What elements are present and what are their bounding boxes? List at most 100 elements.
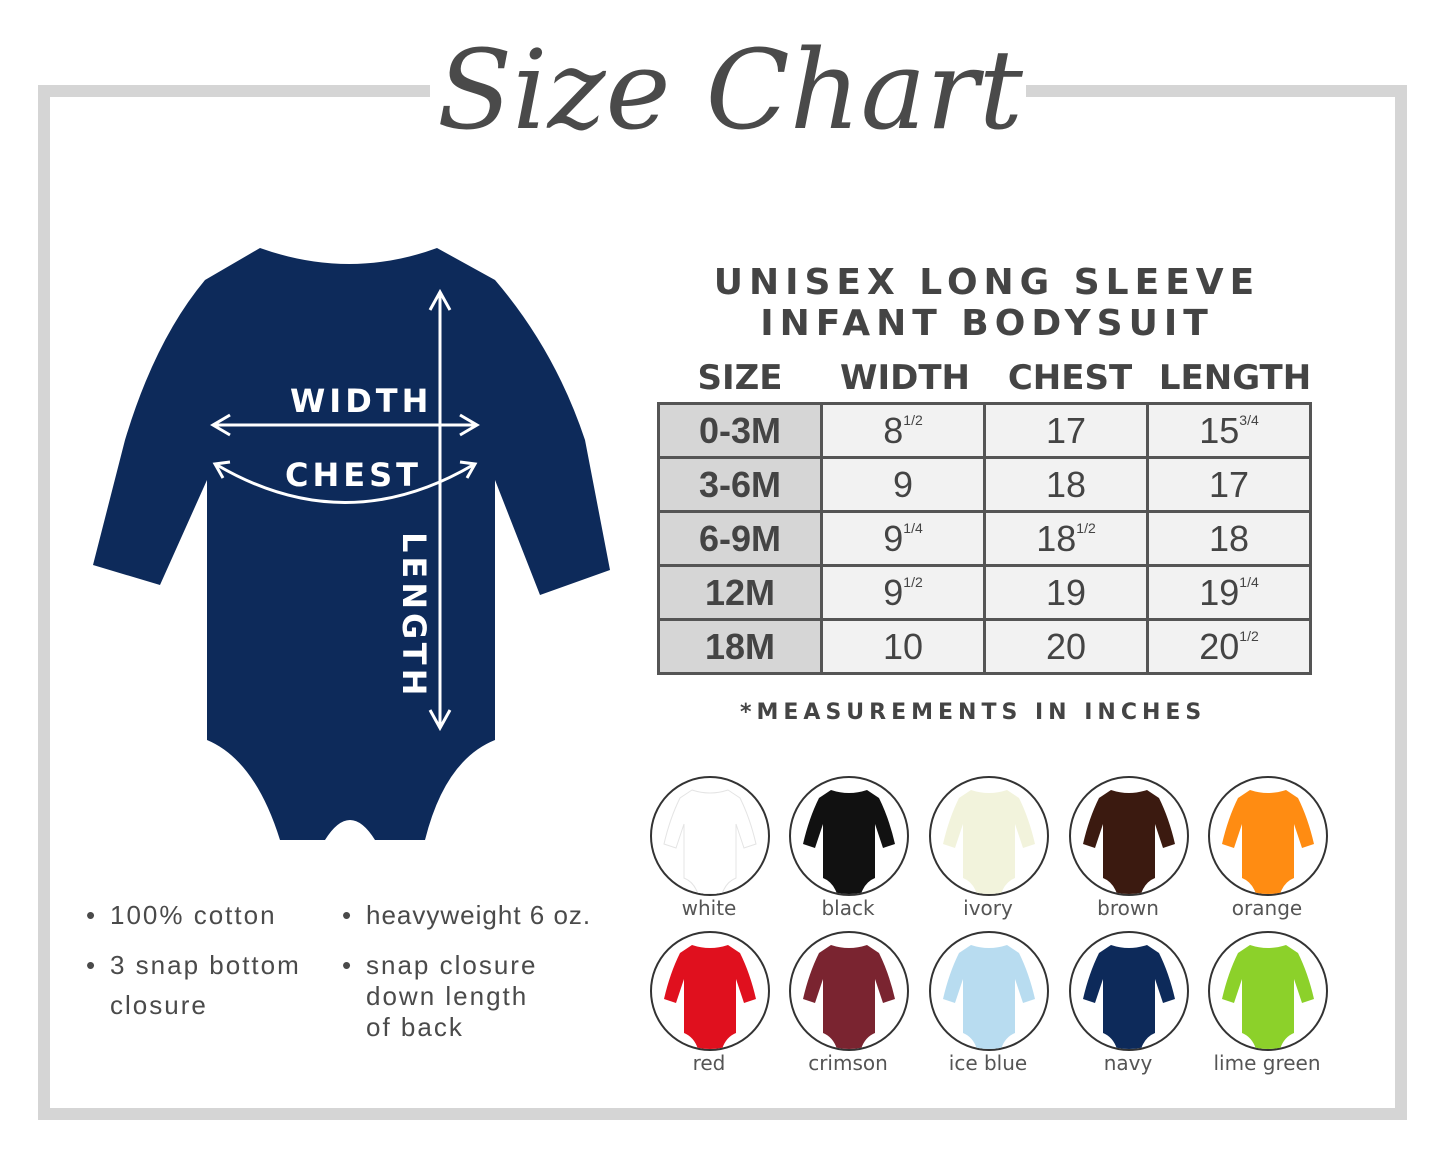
swatch-ice-blue[interactable] — [929, 931, 1049, 1051]
bodysuit-icon — [663, 789, 757, 894]
product-heading-line1: UNISEX LONG SLEEVE — [713, 262, 1261, 303]
length-whole: 15 — [1199, 409, 1240, 451]
length-whole: 20 — [1199, 625, 1240, 667]
size-cell: 12M — [657, 564, 823, 621]
swatch-label: navy — [1103, 1051, 1153, 1075]
length-fraction: 1/4 — [1239, 573, 1259, 590]
size-table: 0-3M 81/2 17 153/4 3-6M 9 18 17 6-9M 91/4 181/2 18 1… — [657, 402, 1312, 675]
width-fraction: 1/2 — [903, 573, 923, 590]
width-whole: 10 — [882, 625, 924, 667]
swatch-orange[interactable] — [1208, 776, 1328, 896]
width-arrowheads — [210, 413, 480, 437]
feature-snap-bottom: • 3 snap bottom closure — [86, 950, 301, 1021]
bullet-dot: • — [342, 900, 353, 930]
bullet-dot: • — [86, 900, 98, 930]
border-frame — [38, 85, 1407, 1120]
swatch-crimson[interactable] — [789, 931, 909, 1051]
swatch-label: ice blue — [948, 1051, 1028, 1075]
table-row: 6-9M 91/4 181/2 18 — [657, 510, 1312, 567]
length-cell: 191/4 — [1146, 564, 1312, 621]
size-cell: 0-3M — [657, 402, 823, 459]
feature-text: of back — [366, 1012, 464, 1042]
bodysuit-icon — [803, 790, 895, 894]
width-whole: 8 — [883, 409, 904, 451]
size-cell: 6-9M — [657, 510, 823, 567]
chest-arrow — [216, 463, 474, 504]
width-fraction: 1/4 — [903, 519, 923, 536]
swatch-ivory[interactable] — [929, 776, 1049, 896]
bodysuit-icon — [1083, 945, 1175, 1049]
table-row: 18M 10 20 201/2 — [657, 618, 1312, 675]
bodysuit-icon — [943, 945, 1035, 1049]
length-cell: 153/4 — [1146, 402, 1312, 459]
header-width: WIDTH — [839, 358, 971, 398]
bodysuit-shape — [93, 248, 610, 840]
chest-label: CHEST — [285, 456, 422, 494]
bodysuit-icon — [1222, 790, 1314, 894]
swatch-red[interactable] — [650, 931, 770, 1051]
length-whole: 19 — [1199, 571, 1240, 613]
table-row: 0-3M 81/2 17 153/4 — [657, 402, 1312, 459]
bullet-dot: • — [342, 950, 354, 980]
width-whole: 9 — [883, 517, 904, 559]
length-fraction: 1/2 — [1239, 627, 1259, 644]
length-arrowheads — [428, 288, 452, 732]
swatch-white[interactable] — [650, 776, 770, 896]
width-cell: 91/4 — [820, 510, 986, 567]
swatch-label: orange — [1231, 896, 1303, 920]
swatch-label: red — [692, 1051, 726, 1075]
bodysuit-icon — [1083, 790, 1175, 894]
width-fraction: 1/2 — [903, 411, 923, 428]
swatch-label: ivory — [963, 896, 1013, 920]
bullet-dot: • — [86, 950, 98, 980]
width-whole: 9 — [883, 571, 904, 613]
header-length: LENGTH — [1158, 358, 1312, 398]
width-cell: 9 — [820, 456, 986, 513]
length-cell: 18 — [1146, 510, 1312, 567]
chest-cell: 19 — [983, 564, 1149, 621]
chest-whole: 17 — [1045, 409, 1087, 451]
title-background — [430, 60, 1026, 120]
swatch-label: lime green — [1213, 1051, 1321, 1075]
feature-text: heavyweight 6 oz. — [366, 900, 592, 930]
feature-cotton: • 100% cotton — [86, 900, 277, 931]
feature-snap-back: • snap closure down length of back — [342, 950, 538, 1043]
chest-whole: 18 — [1045, 463, 1087, 505]
bodysuit-icon — [803, 945, 895, 1049]
bodysuit-diagram: WIDTH CHEST LENGTH — [93, 248, 610, 840]
swatch-black[interactable] — [789, 776, 909, 896]
table-row: 3-6M 9 18 17 — [657, 456, 1312, 513]
swatch-label: white — [681, 896, 737, 920]
length-cell: 201/2 — [1146, 618, 1312, 675]
chest-cell: 20 — [983, 618, 1149, 675]
bodysuit-icon — [664, 945, 756, 1049]
chest-whole: 20 — [1045, 625, 1087, 667]
feature-weight: • heavyweight 6 oz. — [342, 900, 592, 931]
bodysuit-icon — [943, 790, 1035, 894]
size-cell: 18M — [657, 618, 823, 675]
feature-text: down length — [366, 981, 529, 1011]
product-heading-line2: INFANT BODYSUIT — [760, 303, 1214, 344]
table-row: 12M 91/2 19 191/4 — [657, 564, 1312, 621]
feature-text: snap closure — [366, 950, 538, 980]
length-whole: 18 — [1208, 517, 1250, 559]
swatch-lime-green[interactable] — [1208, 931, 1328, 1051]
chest-cell: 181/2 — [983, 510, 1149, 567]
width-cell: 10 — [820, 618, 986, 675]
swatch-brown[interactable] — [1069, 776, 1189, 896]
feature-text: closure — [110, 990, 208, 1020]
width-cell: 81/2 — [820, 402, 986, 459]
chest-fraction: 1/2 — [1076, 519, 1096, 536]
width-label: WIDTH — [290, 382, 432, 420]
chest-cell: 18 — [983, 456, 1149, 513]
size-cell: 3-6M — [657, 456, 823, 513]
bodysuit-icon — [1222, 945, 1314, 1049]
length-whole: 17 — [1208, 463, 1250, 505]
swatch-label: crimson — [808, 1051, 888, 1075]
measurement-note: *MEASUREMENTS IN INCHES — [740, 700, 1207, 725]
feature-text: 100% cotton — [110, 900, 277, 930]
swatch-navy[interactable] — [1069, 931, 1189, 1051]
header-size: SIZE — [697, 358, 783, 398]
width-cell: 91/2 — [820, 564, 986, 621]
chest-whole: 18 — [1036, 517, 1077, 559]
